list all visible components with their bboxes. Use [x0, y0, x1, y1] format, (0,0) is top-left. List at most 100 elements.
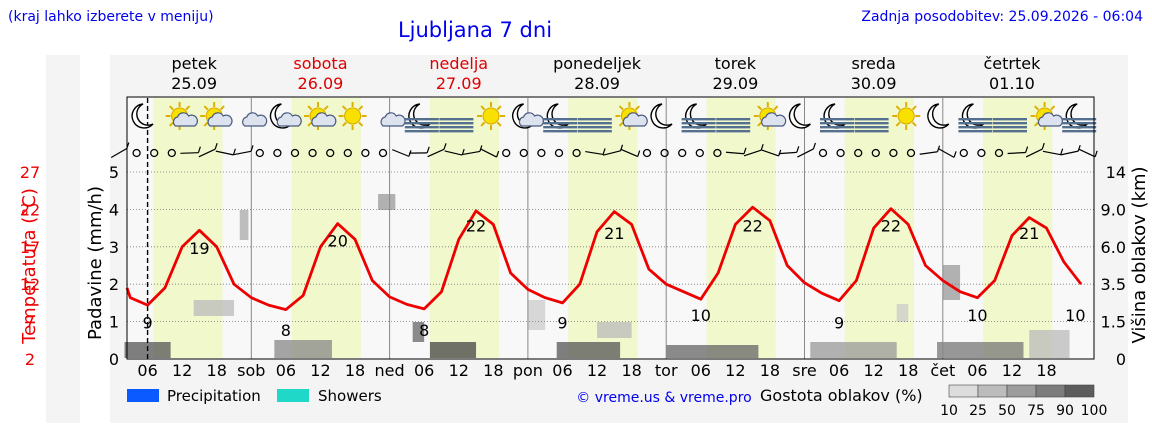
sun-cloud-icon — [615, 102, 648, 130]
day-abbreviation: pon — [513, 361, 543, 380]
hour-tick-label: 06 — [967, 361, 987, 380]
showers-legend: Showers — [318, 387, 382, 405]
wind-barb — [620, 148, 641, 158]
cloud-density-blob — [556, 342, 621, 358]
calm-wind-marker — [678, 148, 687, 158]
calm-wind-marker — [519, 148, 528, 158]
temperature-axis-title: Temperatura (°C) — [19, 188, 40, 345]
wind-barb — [427, 143, 447, 158]
cloud-density-swatch — [948, 384, 979, 398]
hour-tick-label: 06 — [552, 361, 572, 380]
day-date: 25.09 — [171, 74, 217, 93]
moon-fog-icon — [681, 103, 716, 133]
calm-wind-marker — [537, 148, 546, 158]
fog-icon — [993, 118, 1027, 133]
wind-barb — [938, 148, 957, 158]
day-name: ponedeljek — [553, 54, 642, 73]
cloud-density-blob — [666, 345, 759, 358]
sun-icon — [477, 102, 505, 130]
cloud-height-tick-label: 1.5 — [1101, 313, 1126, 332]
hour-tick-label: 18 — [1036, 361, 1056, 380]
cloud-density-blob — [429, 342, 477, 358]
hour-tick-label: 18 — [483, 361, 503, 380]
sun-icon — [338, 102, 367, 130]
cloud-density-blob — [597, 322, 632, 338]
daylight-band — [291, 98, 361, 358]
fog-icon — [577, 118, 612, 133]
temperature-data-label: 19 — [189, 239, 209, 258]
precipitation-tick-label: 0 — [109, 350, 119, 369]
moon-icon — [927, 103, 950, 129]
sun-icon — [892, 102, 921, 130]
hour-tick-label: 18 — [207, 361, 227, 380]
calm-wind-marker — [994, 148, 1004, 158]
hour-tick-label: 18 — [760, 361, 780, 380]
calm-wind-marker — [273, 148, 282, 158]
cloud-density-swatch — [1035, 384, 1066, 398]
day-name: nedelja — [429, 54, 488, 73]
cloud-density-swatch — [1006, 384, 1037, 398]
day-name: petek — [171, 54, 217, 73]
wind-barb — [1025, 142, 1045, 158]
cloud-density-blob — [527, 300, 546, 330]
calm-wind-marker — [326, 148, 335, 158]
cloud-density-blob — [274, 340, 332, 358]
wind-barb — [480, 148, 500, 158]
day-date: 28.09 — [574, 74, 620, 93]
hour-tick-label: 12 — [725, 361, 745, 380]
last-updated: Zadnja posodobitev: 25.09.2026 - 06:04 — [861, 9, 1143, 25]
cloud-height-tick-label: 14 — [1106, 163, 1126, 182]
cloud-density-step-label: 75 — [1027, 403, 1045, 419]
cloud-density-swatch — [1064, 384, 1095, 398]
precipitation-tick-label: 2 — [109, 275, 119, 294]
calm-wind-marker — [308, 148, 317, 158]
calm-wind-marker — [132, 148, 141, 158]
day-date: 01.10 — [989, 74, 1035, 93]
hour-tick-label: 12 — [863, 361, 883, 380]
day-date: 30.09 — [851, 74, 897, 93]
fog-icon — [854, 118, 889, 133]
precipitation-tick-label: 1 — [109, 313, 119, 332]
daylight-band — [706, 98, 776, 358]
moon-icon — [788, 103, 811, 129]
day-abbreviation: sre — [792, 361, 816, 380]
calm-wind-marker — [290, 148, 300, 158]
fog-icon — [716, 118, 751, 133]
moon-fog-icon — [543, 103, 578, 133]
day-abbreviation: čet — [930, 361, 955, 380]
wind-barb — [778, 146, 800, 155]
cloud-density-scale: 10 25 50 75 90 100 — [940, 384, 1107, 419]
day-name: sreda — [851, 54, 895, 73]
hour-tick-label: 06 — [414, 361, 434, 380]
axes: 06 12 18 sob 06 12 18 ned 06 12 18 pon 06 12 18 tor 06 12… — [19, 163, 1150, 380]
precipitation-axis-title: Padavine (mm/h) — [85, 186, 106, 340]
copyright: © vreme.us & vreme.pro — [576, 390, 751, 406]
cloud-density-blob — [378, 194, 396, 210]
calm-wind-marker — [977, 148, 986, 158]
temperature-data-label: 9 — [142, 314, 152, 333]
showers-swatch — [277, 389, 309, 402]
wind-barb — [761, 149, 782, 157]
temperature-data-label: 8 — [419, 321, 429, 340]
sun-cloud-icon — [753, 102, 787, 130]
moon-icon — [650, 103, 673, 129]
precipitation-tick-label: 4 — [109, 200, 119, 219]
hour-tick-label: 12 — [587, 361, 607, 380]
cloud-density-layer — [124, 194, 1070, 358]
cloud-density-step-label: 10 — [940, 403, 958, 419]
cloud-icon — [242, 112, 268, 127]
day-name: sobota — [293, 54, 347, 73]
calm-wind-marker — [642, 148, 652, 158]
temperature-tick-label: 2 — [25, 350, 35, 369]
day-abbreviation: ned — [375, 361, 405, 380]
calm-wind-marker — [150, 148, 159, 158]
hour-tick-label: 12 — [1002, 361, 1022, 380]
cloud-density-step-label: 90 — [1056, 403, 1074, 419]
day-date: 29.09 — [712, 74, 758, 93]
temperature-axis-panel — [46, 55, 80, 423]
calm-wind-marker — [889, 148, 898, 158]
cloud-density-blob — [1029, 330, 1070, 358]
sun-cloud-icon — [304, 102, 337, 130]
